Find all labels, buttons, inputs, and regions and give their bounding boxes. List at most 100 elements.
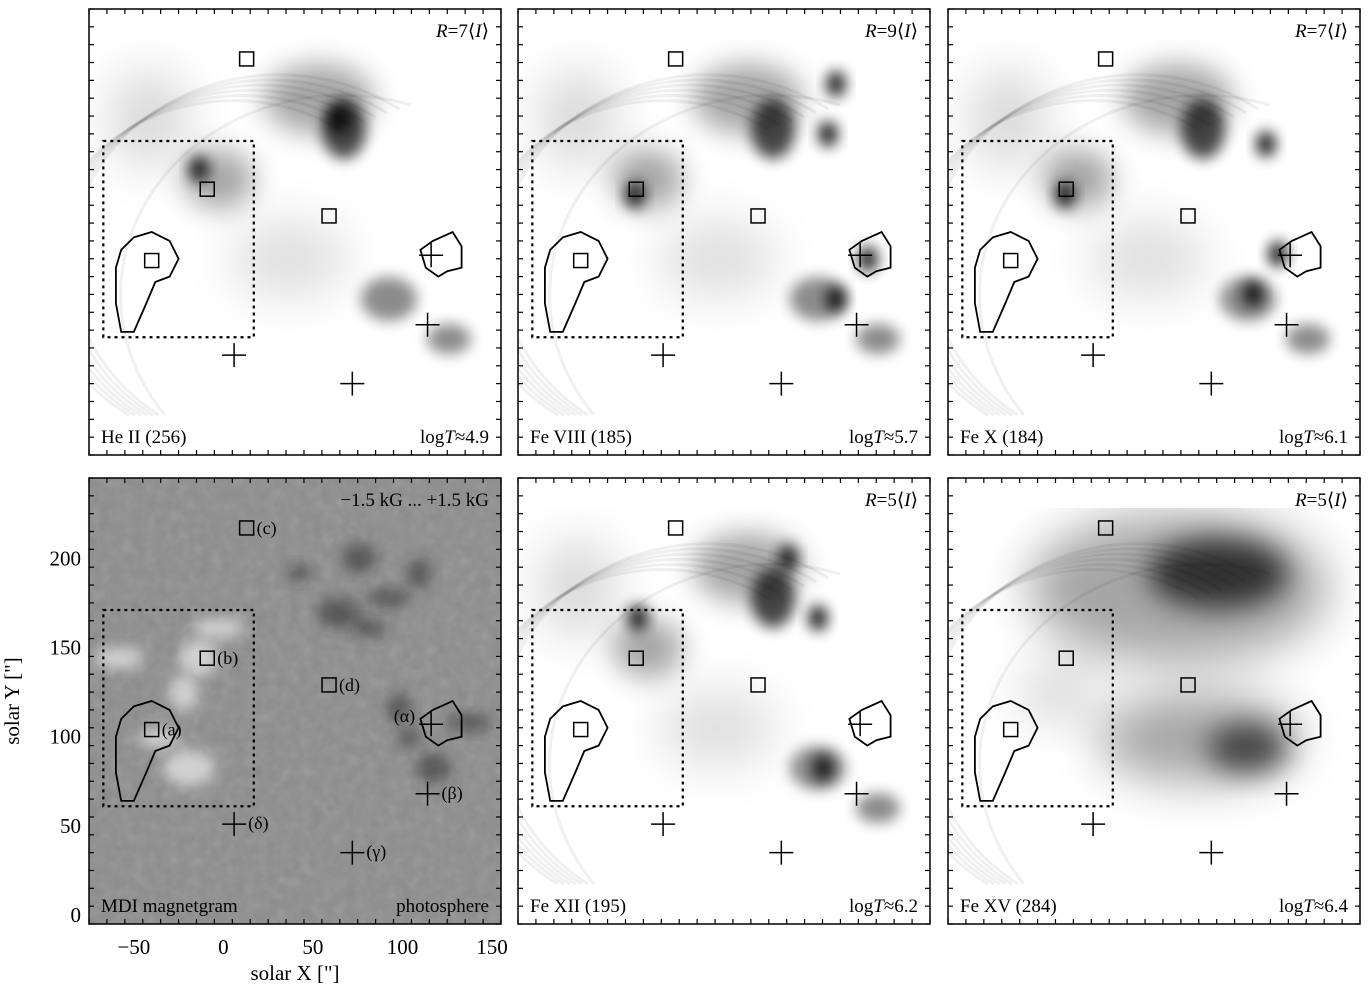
scale-bracket: ⟩ xyxy=(911,21,918,42)
scale-bracket: ⟩ xyxy=(1341,490,1348,511)
region-box xyxy=(531,608,684,808)
marker-square xyxy=(750,677,766,693)
panel-fe10: Fe X (184) logT≈6.1 R=7⟨I⟩ xyxy=(947,8,1361,456)
marker-square xyxy=(1097,520,1114,536)
temperature-value: ≈4.9 xyxy=(455,427,489,448)
scale-bracket: ⟩ xyxy=(482,21,489,42)
scale-factor: =9⟨ xyxy=(877,21,905,42)
scale-intensity-symbol: I xyxy=(903,21,912,42)
marker-square xyxy=(1180,208,1196,224)
intensity-scale-label: R=5⟨I⟩ xyxy=(1294,490,1348,511)
temperature-value: ≈6.4 xyxy=(1314,896,1349,917)
marker-cross xyxy=(848,712,873,737)
marker-square xyxy=(1002,721,1019,738)
marker-square xyxy=(667,520,684,536)
temperature-label: logT≈5.7 xyxy=(849,427,918,448)
scale-symbol: R xyxy=(1294,21,1307,42)
line-label: Fe X (184) xyxy=(960,427,1043,448)
panel-image xyxy=(948,9,1360,455)
contour-a xyxy=(974,700,1039,802)
panel-frame xyxy=(88,8,502,456)
marker-cross xyxy=(844,312,869,337)
marker-cross xyxy=(1199,840,1224,865)
temperature-value: ≈5.7 xyxy=(884,427,918,448)
line-label: Fe VIII (185) xyxy=(530,427,632,448)
region-box xyxy=(102,139,255,339)
marker-cross xyxy=(340,840,365,865)
marker-cross xyxy=(415,781,440,806)
cross-label: (γ) xyxy=(366,842,386,863)
contour-a xyxy=(115,231,180,333)
marker-cross xyxy=(651,343,676,368)
y-tick-label: 150 xyxy=(50,635,82,659)
contour-a xyxy=(544,700,609,802)
panel-frame xyxy=(947,8,1361,456)
line-label: Fe XII (195) xyxy=(530,896,626,917)
scale-intensity-symbol: I xyxy=(1333,21,1342,42)
marker-square xyxy=(1097,51,1114,67)
x-tick-label: 50 xyxy=(302,935,323,959)
panel-fe15: Fe XV (284) logT≈6.4 R=5⟨I⟩ xyxy=(947,477,1361,925)
marker-square xyxy=(628,181,644,197)
y-tick-label: 0 xyxy=(71,903,82,927)
intensity-scale-label: R=5⟨I⟩ xyxy=(864,490,918,511)
square-label: (d) xyxy=(339,675,360,696)
temperature-variable: T xyxy=(873,427,885,448)
panel-image xyxy=(948,478,1360,924)
marker-square xyxy=(572,252,589,269)
intensity-scale-label: R=7⟨I⟩ xyxy=(1294,21,1348,42)
marker-cross xyxy=(848,243,873,268)
temperature-variable: T xyxy=(444,427,456,448)
scale-factor: =7⟨ xyxy=(1307,21,1335,42)
temperature-prefix: log xyxy=(849,427,874,448)
marker-square xyxy=(199,650,215,666)
marker-cross xyxy=(419,712,444,737)
scale-factor: =7⟨ xyxy=(448,21,476,42)
region-box xyxy=(531,139,684,339)
marker-cross xyxy=(222,812,247,837)
panel-image xyxy=(89,478,501,924)
square-label: (b) xyxy=(217,648,238,669)
marker-cross xyxy=(1278,243,1303,268)
panel-frame xyxy=(88,477,502,925)
temperature-label: logT≈4.9 xyxy=(420,427,489,448)
temperature-prefix: log xyxy=(420,427,445,448)
marker-cross xyxy=(1278,712,1303,737)
marker-cross xyxy=(1199,371,1224,396)
marker-square xyxy=(1058,181,1074,197)
marker-square xyxy=(238,520,255,536)
temperature-variable: T xyxy=(1303,427,1315,448)
temperature-variable: T xyxy=(1303,896,1315,917)
marker-square xyxy=(750,208,766,224)
y-tick-label: 200 xyxy=(50,546,82,570)
marker-square xyxy=(143,721,160,738)
square-label: (c) xyxy=(257,518,277,539)
marker-square xyxy=(238,51,255,67)
cross-label: (δ) xyxy=(248,813,268,834)
temperature-label: logT≈6.1 xyxy=(1279,427,1348,448)
line-label: Fe XV (284) xyxy=(960,896,1057,917)
panel-mdi: (a) (b) (c) (d) (α) (β) (γ) (δ) MDI magnetgram ph… xyxy=(0,477,508,985)
marker-cross xyxy=(1081,343,1106,368)
cross-label: (α) xyxy=(394,706,415,727)
marker-square xyxy=(572,721,589,738)
layer-label: photosphere xyxy=(396,896,489,917)
panel-image xyxy=(518,9,930,455)
cross-label: (β) xyxy=(442,783,463,804)
temperature-value: ≈6.2 xyxy=(884,896,918,917)
temperature-label: logT≈6.4 xyxy=(1279,896,1349,917)
region-box xyxy=(961,608,1114,808)
marker-cross xyxy=(1274,312,1299,337)
line-label: MDI magnetgram xyxy=(101,896,238,917)
panel-frame xyxy=(517,477,931,925)
x-tick-label: 150 xyxy=(476,935,508,959)
panel-fe12: Fe XII (195) logT≈6.2 R=5⟨I⟩ xyxy=(517,477,931,925)
x-tick-label: −50 xyxy=(117,935,150,959)
marker-cross xyxy=(415,312,440,337)
marker-cross xyxy=(1081,812,1106,837)
scale-intensity-symbol: I xyxy=(903,490,912,511)
contour-a xyxy=(115,700,180,802)
marker-cross xyxy=(769,371,794,396)
scale-symbol: R xyxy=(1294,490,1307,511)
